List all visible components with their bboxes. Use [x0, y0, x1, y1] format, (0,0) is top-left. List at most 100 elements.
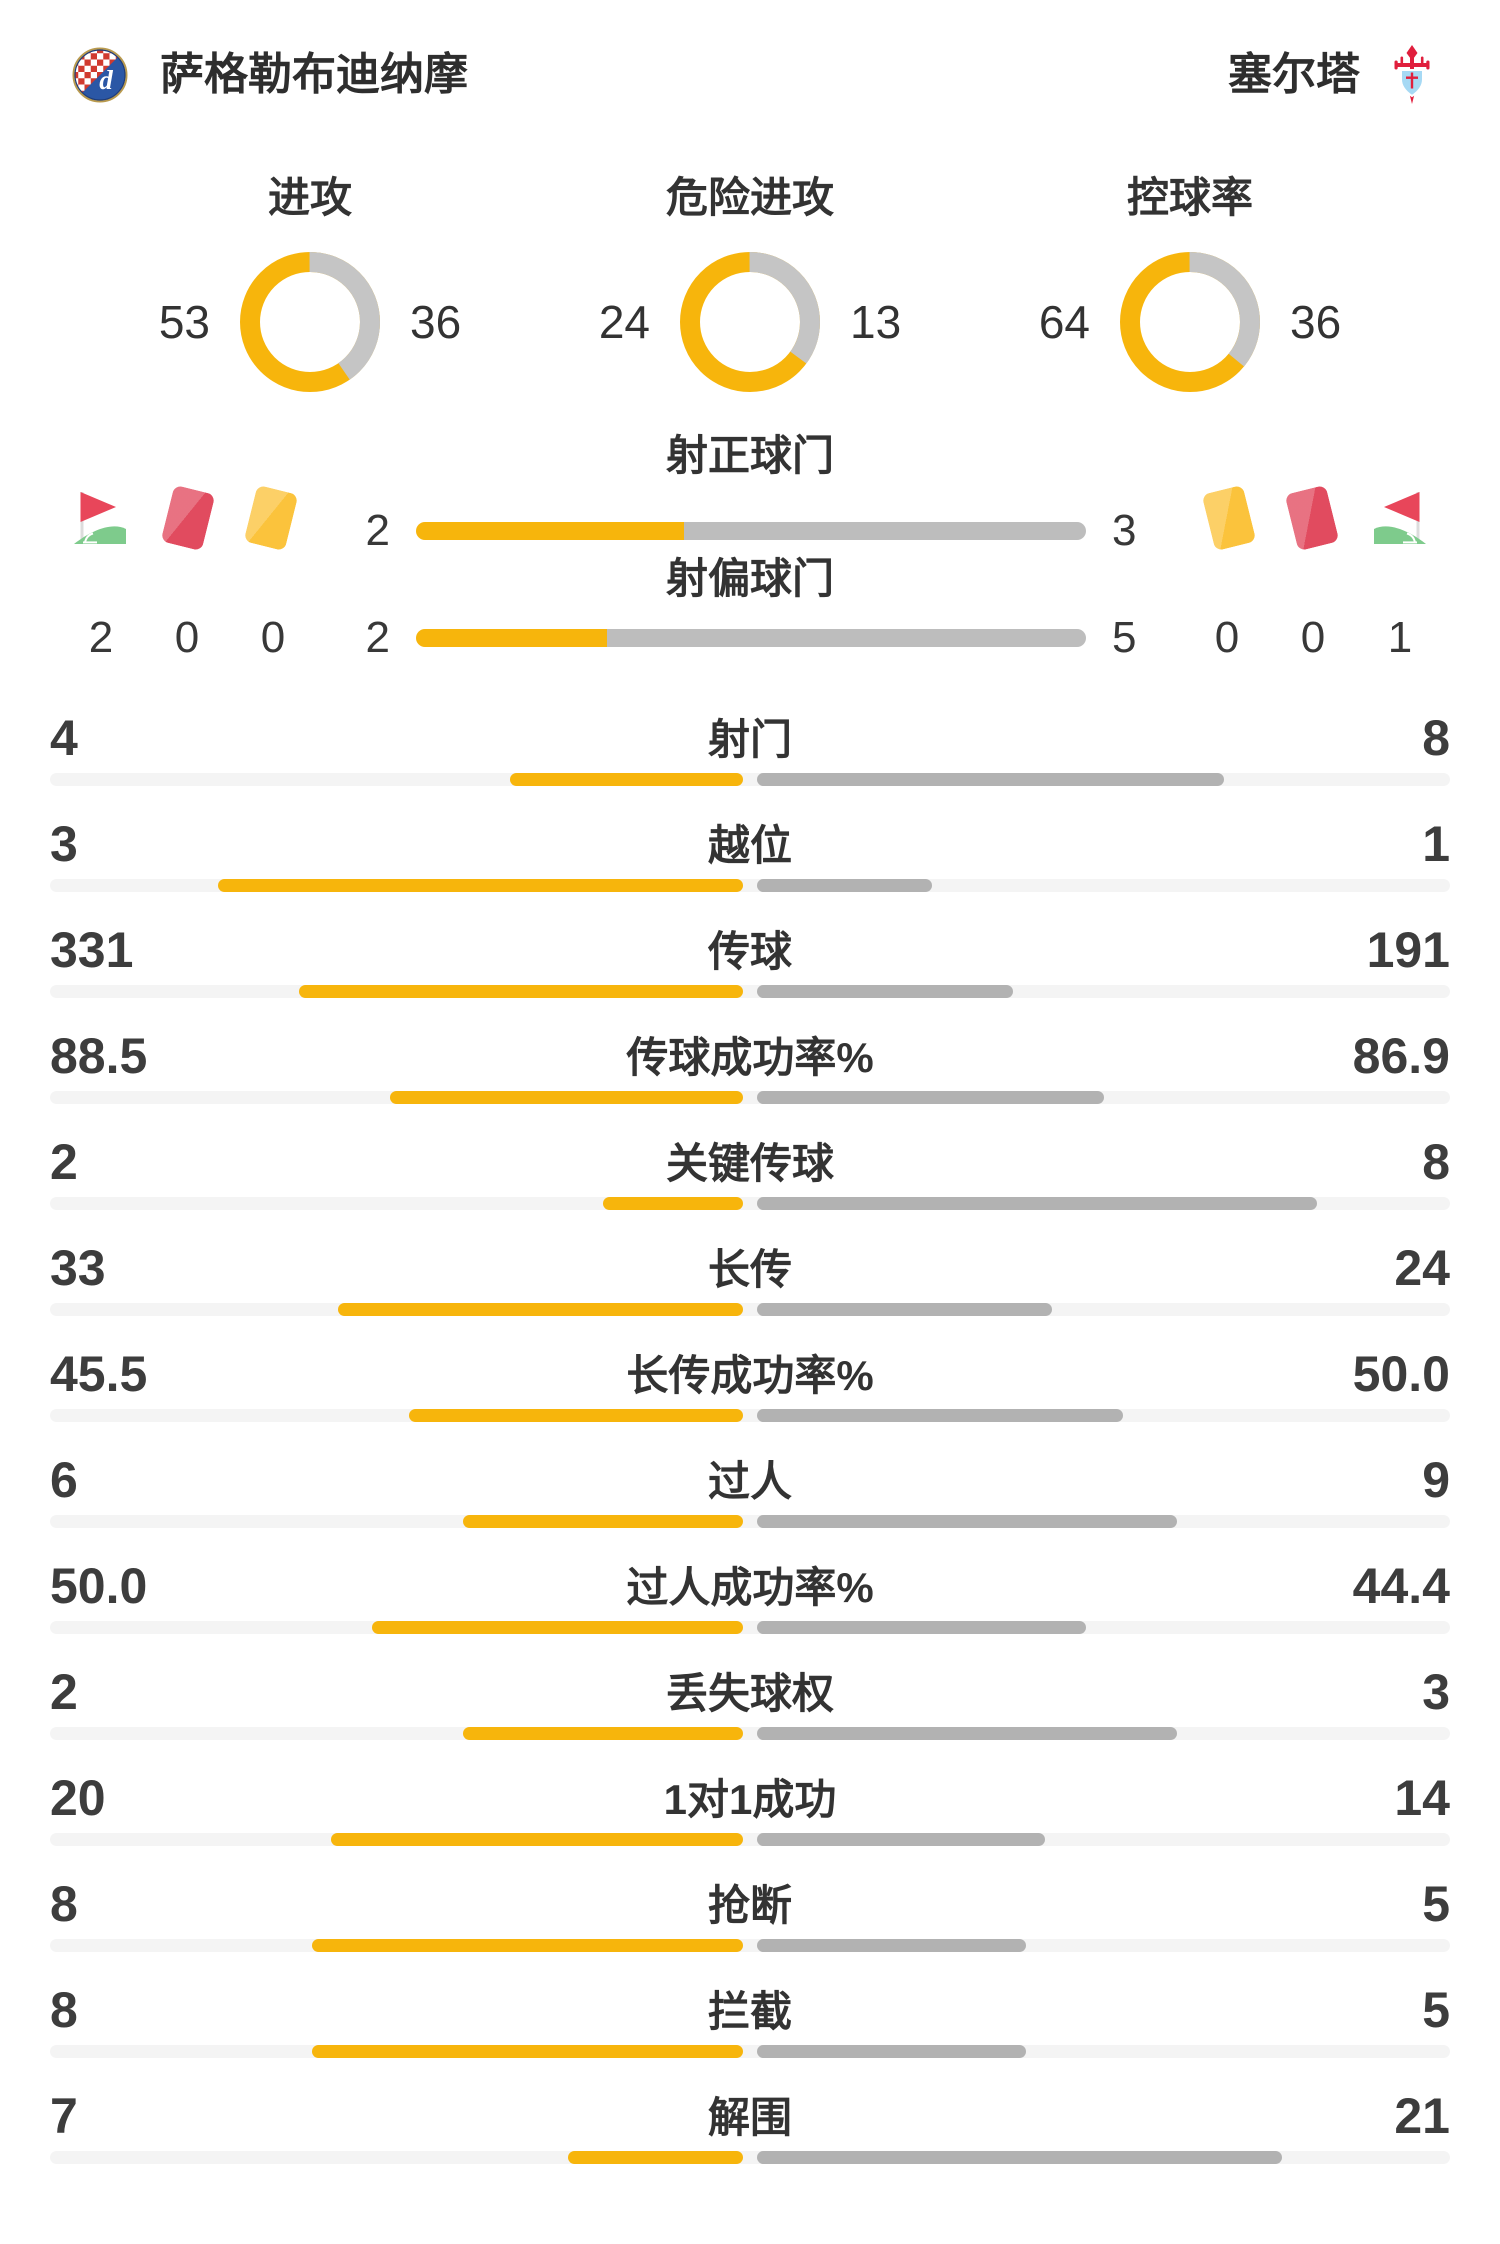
stat-home-bar [510, 773, 743, 786]
shots-off-target-home-bar [416, 629, 607, 647]
shots-on-target-away-bar [684, 522, 1086, 540]
stat-row: 20 1对1成功 14 [0, 1773, 1500, 1873]
donut-away-arc [240, 252, 380, 392]
stat-home-value: 331 [50, 922, 134, 978]
stat-home-bar [312, 2045, 743, 2058]
stat-away-bar [757, 1197, 1317, 1210]
stat-home-bar [331, 1833, 743, 1846]
shots-off-target-away-value: 5 [1112, 613, 1137, 662]
stat-home-value: 50.0 [50, 1558, 148, 1614]
donut-away-value: 36 [410, 296, 462, 348]
stat-row: 331 传球 191 [0, 925, 1500, 1025]
stat-row: 8 抢断 5 [0, 1879, 1500, 1979]
stat-away-value: 3 [1422, 1664, 1450, 1720]
stat-away-value: 50.0 [1352, 1346, 1450, 1402]
stat-away-value: 191 [1366, 922, 1450, 978]
stat-home-value: 2 [50, 1134, 78, 1190]
stat-away-bar [757, 1303, 1052, 1316]
home-corner-count: 2 [88, 613, 114, 662]
stat-bar-track [50, 773, 1450, 786]
celta-vigo-crest-icon [1394, 45, 1430, 104]
stat-home-value: 88.5 [50, 1028, 148, 1084]
donut-ring [240, 252, 380, 392]
stat-home-value: 7 [50, 2088, 78, 2144]
stat-away-bar [757, 1409, 1123, 1422]
stat-row: 6 过人 9 [0, 1455, 1500, 1555]
stat-home-bar [463, 1727, 743, 1740]
stat-home-value: 8 [50, 1982, 78, 2038]
stat-label: 抢断 [707, 1882, 792, 1929]
shots-on-target-away-value: 3 [1112, 506, 1137, 555]
stat-label: 解围 [707, 2094, 792, 2141]
away-team-logo [1390, 45, 1434, 105]
stat-label: 过人成功率% [626, 1564, 874, 1611]
stat-away-value: 21 [1394, 2088, 1450, 2144]
stat-label: 1对1成功 [663, 1776, 837, 1823]
donut-chart: 控球率 64 36 [1030, 176, 1350, 476]
stat-row: 2 丢失球权 3 [0, 1667, 1500, 1767]
shots-off-target-bar [416, 629, 1086, 647]
stat-away-bar [757, 2045, 1026, 2058]
stat-label: 传球成功率% [626, 1034, 874, 1081]
shots-on-target-title: 射正球门 [665, 432, 834, 479]
donut-label: 危险进攻 [665, 174, 834, 221]
red-card-icon-away [1280, 484, 1344, 552]
away-team-name: 塞尔塔 [1228, 50, 1360, 99]
donut-ring [680, 252, 820, 392]
stat-away-value: 9 [1422, 1452, 1450, 1508]
home-yellow-card-count: 0 [260, 613, 286, 662]
stat-away-bar [757, 879, 932, 892]
stat-away-bar [757, 1621, 1086, 1634]
donut-away-value: 13 [850, 296, 902, 348]
stat-home-bar [299, 985, 743, 998]
stat-row: 88.5 传球成功率% 86.9 [0, 1031, 1500, 1131]
shots-off-target-away-bar [607, 629, 1086, 647]
stat-home-value: 2 [50, 1664, 78, 1720]
stat-away-value: 86.9 [1352, 1028, 1450, 1084]
stat-home-bar [463, 1515, 743, 1528]
donut-away-value: 36 [1290, 296, 1342, 348]
dinamo-zagreb-crest-icon: d [72, 47, 128, 103]
corner-flag-icon-home [64, 486, 128, 550]
donut-chart: 进攻 53 36 [150, 176, 470, 476]
home-red-card-count: 0 [174, 613, 200, 662]
stat-home-bar [218, 879, 743, 892]
stat-row: 4 射门 8 [0, 713, 1500, 813]
stat-row: 45.5 长传成功率% 50.0 [0, 1349, 1500, 1449]
donut-label: 控球率 [1126, 174, 1253, 221]
stat-home-value: 6 [50, 1452, 78, 1508]
home-team-name: 萨格勒布迪纳摩 [160, 50, 468, 99]
stat-bar-track [50, 1939, 1450, 1952]
stat-label: 丢失球权 [665, 1670, 834, 1717]
stat-bar-track [50, 1727, 1450, 1740]
stat-label: 关键传球 [665, 1140, 834, 1187]
donut-home-value: 53 [158, 296, 210, 348]
stat-label: 射门 [707, 716, 792, 763]
stat-home-value: 8 [50, 1876, 78, 1932]
stat-away-bar [757, 1833, 1045, 1846]
stat-label: 越位 [707, 822, 792, 869]
stat-row: 50.0 过人成功率% 44.4 [0, 1561, 1500, 1661]
stat-away-value: 5 [1422, 1876, 1450, 1932]
stat-bar-track [50, 1515, 1450, 1528]
stat-label: 传球 [707, 928, 792, 975]
stat-home-bar [409, 1409, 743, 1422]
shots-off-target-title: 射偏球门 [665, 555, 834, 602]
stat-home-bar [568, 2151, 743, 2164]
stat-row: 2 关键传球 8 [0, 1137, 1500, 1237]
stat-row: 8 拦截 5 [0, 1985, 1500, 2085]
stat-away-bar [757, 2151, 1282, 2164]
stat-home-bar [390, 1091, 743, 1104]
donut-away-arc [1120, 252, 1260, 392]
stat-bar-track [50, 1091, 1450, 1104]
stat-row: 7 解围 21 [0, 2091, 1500, 2191]
stat-label: 长传成功率% [626, 1352, 874, 1399]
stat-away-bar [757, 1515, 1177, 1528]
stat-home-bar [603, 1197, 743, 1210]
stat-away-value: 8 [1422, 710, 1450, 766]
stat-home-value: 4 [50, 710, 78, 766]
stat-away-bar [757, 1939, 1026, 1952]
shots-on-target-bar [416, 522, 1086, 540]
corner-flag-icon-away [1372, 486, 1436, 550]
stat-label: 过人 [707, 1458, 792, 1505]
